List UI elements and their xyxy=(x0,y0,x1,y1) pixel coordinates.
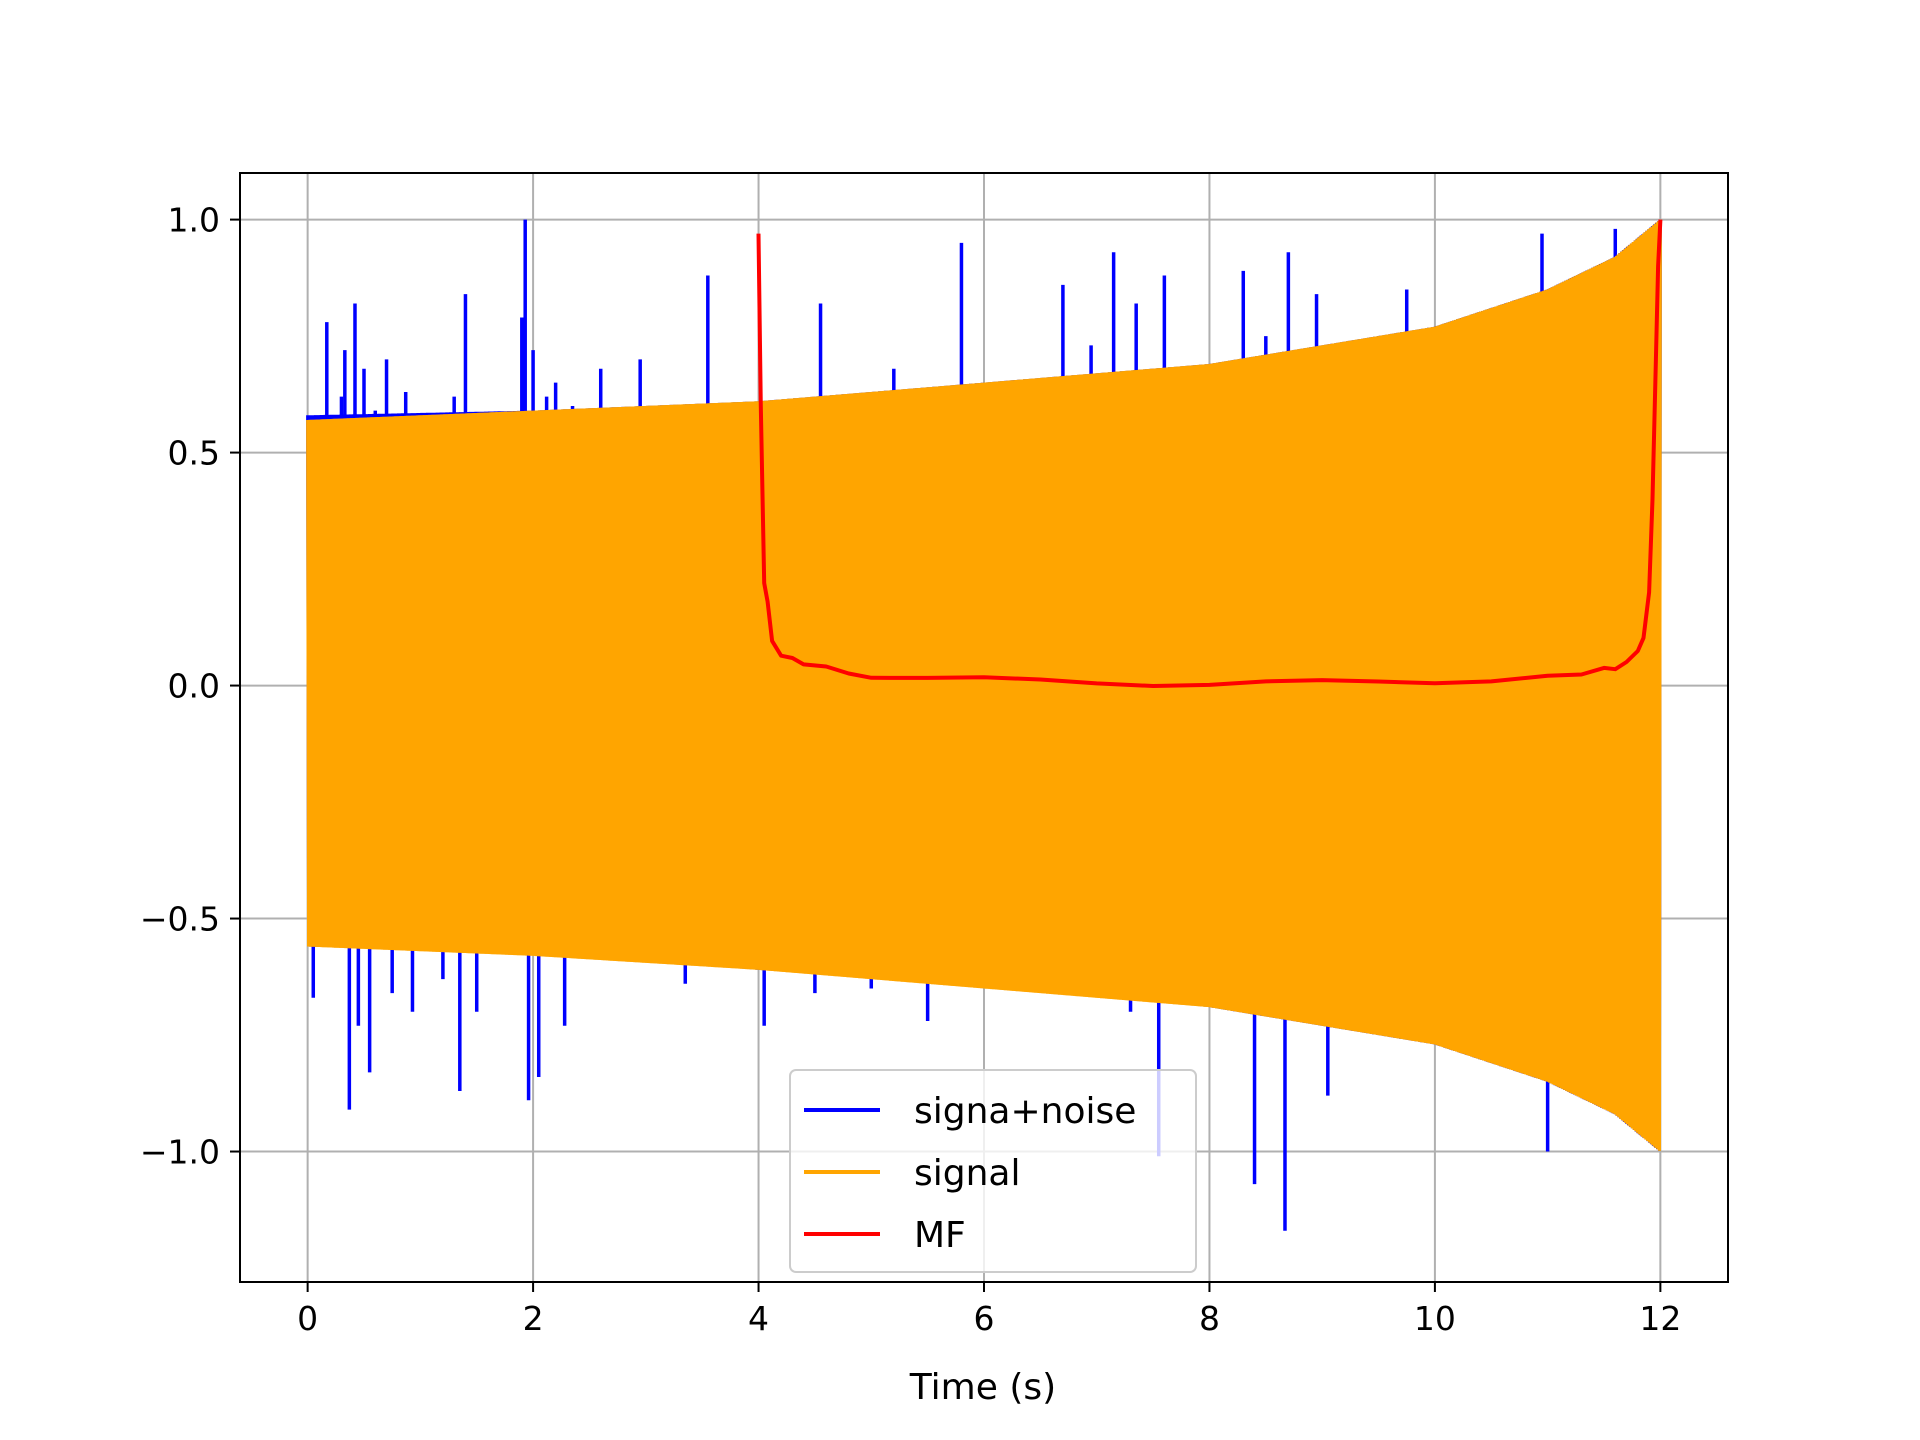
legend-label: signa+noise xyxy=(914,1091,1136,1132)
x-tick-label: 2 xyxy=(523,1299,544,1338)
axis-ticks: 0 2 4 6 8 10 12 −1.0 −0.5 0.0 0.5 1.0 xyxy=(140,201,1682,1338)
series-signal-band xyxy=(307,219,1661,1152)
legend-box xyxy=(789,1069,1197,1273)
legend-label: MF xyxy=(914,1215,966,1256)
x-tick-label: 12 xyxy=(1639,1299,1681,1338)
plot-area xyxy=(306,219,1663,1231)
x-axis-label: Time (s) xyxy=(909,1367,1056,1408)
x-tick-label: 8 xyxy=(1199,1299,1220,1338)
y-tick-label: −0.5 xyxy=(140,900,220,939)
x-tick-label: 0 xyxy=(297,1299,318,1338)
y-tick-label: 0.5 xyxy=(168,434,220,473)
y-tick-label: 0.0 xyxy=(168,667,220,706)
legend: signa+noise signal MF xyxy=(789,1069,1197,1273)
y-tick-label: 1.0 xyxy=(168,201,220,240)
y-tick-label: −1.0 xyxy=(140,1133,220,1172)
legend-label: signal xyxy=(914,1153,1021,1194)
x-tick-label: 10 xyxy=(1414,1299,1456,1338)
x-tick-label: 4 xyxy=(748,1299,769,1338)
x-tick-label: 6 xyxy=(974,1299,995,1338)
series-mf-line xyxy=(756,219,1663,688)
